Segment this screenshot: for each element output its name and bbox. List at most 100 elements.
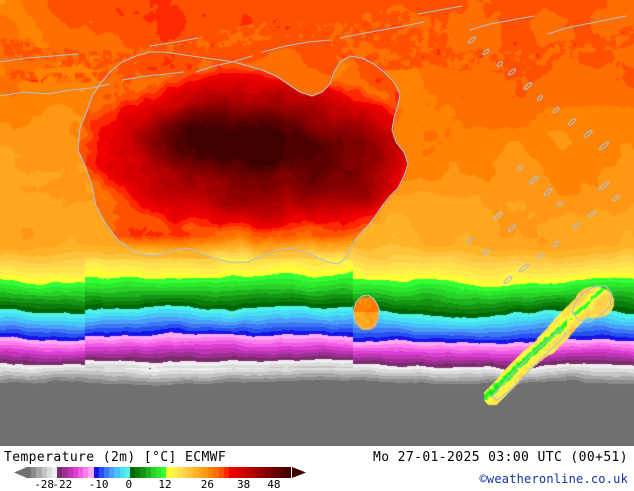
colorbar-tick: 38 bbox=[237, 478, 251, 491]
colorbar-swatch bbox=[228, 467, 235, 478]
coastline-path bbox=[0, 83, 111, 97]
island-outline bbox=[552, 240, 560, 248]
colorbar-swatch bbox=[119, 467, 125, 478]
island-outline bbox=[612, 194, 620, 202]
colorbar-swatch bbox=[187, 467, 193, 478]
island-outline bbox=[598, 181, 610, 191]
coastline-path bbox=[571, 285, 613, 323]
island-outline bbox=[496, 61, 504, 67]
coastline-path bbox=[149, 37, 199, 47]
colorbar-swatch bbox=[161, 467, 167, 478]
coastline-path bbox=[339, 21, 425, 39]
colorbar-swatch bbox=[31, 467, 37, 478]
colorbar-swatch bbox=[36, 467, 42, 478]
colorbar-swatch bbox=[41, 467, 47, 478]
colorbar-swatch bbox=[109, 467, 115, 478]
colorbar-swatch bbox=[67, 467, 73, 478]
copyright-credit: ©weatheronline.co.uk bbox=[479, 472, 628, 486]
coastline-path bbox=[491, 329, 567, 401]
island-outline bbox=[523, 81, 533, 91]
colorbar-swatch bbox=[26, 467, 32, 478]
island-outline bbox=[528, 175, 540, 185]
colorbar-swatch bbox=[223, 467, 229, 478]
temperature-colorbar[interactable]: -28 -22 -10 0 12 26 38 48 bbox=[0, 466, 320, 491]
island-outline bbox=[516, 165, 524, 171]
island-outline bbox=[536, 95, 544, 101]
coastline-path bbox=[352, 294, 380, 330]
colorbar-swatch bbox=[275, 467, 281, 478]
colorbar-swatch bbox=[265, 467, 271, 478]
colorbar-swatch bbox=[93, 467, 99, 478]
colorbar-swatches bbox=[26, 467, 292, 478]
colorbar-swatch bbox=[150, 467, 157, 478]
coastline-path bbox=[195, 55, 253, 73]
island-outline bbox=[583, 129, 593, 139]
colorbar-tick: 48 bbox=[267, 478, 281, 491]
colorbar-swatch bbox=[192, 467, 198, 478]
colorbar-swatch bbox=[239, 467, 245, 478]
coastline-path bbox=[121, 71, 185, 81]
colorbar-swatch bbox=[182, 467, 188, 478]
island-outline bbox=[493, 211, 503, 221]
island-outline bbox=[466, 237, 474, 243]
colorbar-tick-labels: -28 -22 -10 0 12 26 38 48 bbox=[0, 478, 320, 491]
product-title: Temperature (2m) [°C] ECMWF bbox=[4, 450, 227, 465]
colorbar-right-arrow bbox=[292, 467, 306, 478]
colorbar-tick: -10 bbox=[88, 478, 109, 491]
colorbar-tick: 26 bbox=[200, 478, 214, 491]
island-outline bbox=[482, 248, 490, 256]
colorbar-swatch bbox=[88, 467, 94, 478]
colorbar-swatch bbox=[166, 467, 172, 478]
colorbar-swatch bbox=[208, 467, 214, 478]
colorbar-swatch bbox=[57, 467, 63, 478]
colorbar-swatch bbox=[130, 467, 136, 478]
colorbar-swatch bbox=[124, 467, 131, 478]
colorbar-swatch bbox=[176, 467, 183, 478]
island-outline bbox=[503, 275, 513, 285]
colorbar-swatch bbox=[98, 467, 105, 478]
island-outline bbox=[536, 253, 544, 259]
coastline-path bbox=[0, 53, 79, 63]
colorbar-swatch bbox=[145, 467, 151, 478]
colorbar-tick: 12 bbox=[158, 478, 172, 491]
island-outline bbox=[587, 210, 597, 218]
coastline-path bbox=[469, 15, 535, 31]
coastline-overlay bbox=[0, 5, 627, 401]
colorbar-swatch bbox=[114, 467, 120, 478]
coastline-path bbox=[417, 5, 463, 15]
colorbar-swatch bbox=[46, 467, 53, 478]
colorbar-swatch bbox=[244, 467, 250, 478]
colorbar-tick: 0 bbox=[125, 478, 133, 491]
coastline-path bbox=[547, 15, 627, 35]
colorbar-left-arrow bbox=[14, 467, 27, 478]
colorbar-swatch bbox=[234, 467, 240, 478]
colorbar-swatch bbox=[202, 467, 209, 478]
colorbar-swatch bbox=[156, 467, 162, 478]
coastline-path bbox=[261, 39, 331, 53]
colorbar-swatch bbox=[218, 467, 224, 478]
colorbar-swatch bbox=[197, 467, 203, 478]
temperature-map[interactable] bbox=[0, 0, 634, 446]
island-outline bbox=[572, 222, 580, 230]
colorbar-swatch bbox=[213, 467, 219, 478]
colorbar-swatch bbox=[78, 467, 84, 478]
colorbar-swatch bbox=[280, 467, 287, 478]
island-outline bbox=[567, 118, 577, 126]
island-outline bbox=[482, 48, 490, 56]
colorbar-swatch bbox=[135, 467, 141, 478]
colorbar-tick: -28 bbox=[34, 478, 55, 491]
colorbar-swatch bbox=[104, 467, 110, 478]
island-outline bbox=[598, 141, 610, 151]
colorbar-swatch bbox=[171, 467, 177, 478]
colorbar-swatch bbox=[254, 467, 261, 478]
map-footer: Temperature (2m) [°C] ECMWF Mo 27-01-202… bbox=[0, 446, 634, 491]
colorbar-swatch bbox=[286, 467, 292, 478]
colorbar-swatch bbox=[249, 467, 255, 478]
colorbar-swatch bbox=[83, 467, 89, 478]
colorbar-swatch bbox=[270, 467, 276, 478]
colorbar-swatch bbox=[260, 467, 266, 478]
island-outline bbox=[543, 187, 553, 197]
island-outline bbox=[507, 68, 517, 76]
island-outline bbox=[552, 106, 560, 114]
